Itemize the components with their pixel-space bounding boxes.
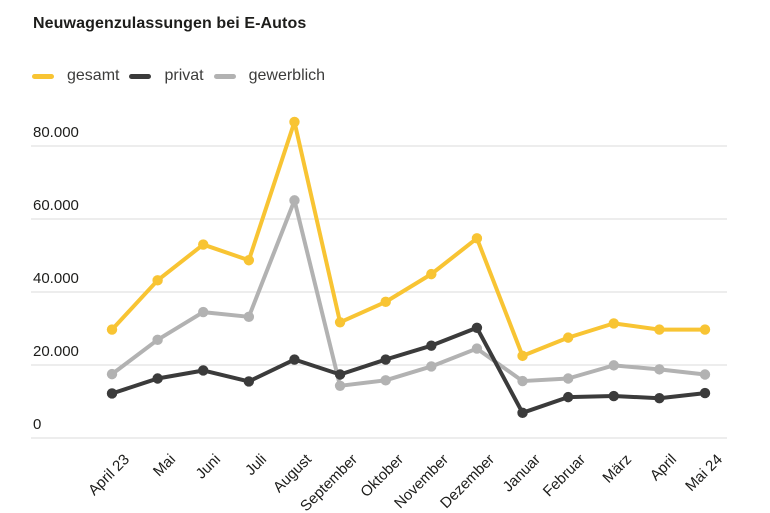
legend-label-privat: privat xyxy=(164,67,204,84)
legend-item-gesamt: gesamt xyxy=(32,67,119,85)
data-point-gesamt xyxy=(198,239,209,250)
data-point-gesamt xyxy=(289,116,300,128)
y-axis-label: 20.000 xyxy=(33,343,79,360)
y-axis-label: 80.000 xyxy=(33,124,79,141)
data-point-privat xyxy=(289,354,300,365)
legend: gesamt privat gewerblich xyxy=(32,67,325,85)
data-point-gewerblich xyxy=(426,361,437,372)
data-point-privat xyxy=(562,391,574,403)
y-axis-label: 0 xyxy=(33,416,42,433)
data-point-gesamt xyxy=(699,324,711,335)
data-point-gewerblich xyxy=(152,334,163,346)
data-point-gewerblich xyxy=(106,368,118,380)
data-point-privat xyxy=(106,388,118,399)
legend-item-gewerblich: gewerblich xyxy=(213,67,326,85)
legend-swatch-gewerblich-icon xyxy=(213,73,236,79)
data-point-gesamt xyxy=(334,317,346,328)
data-point-gesamt xyxy=(654,324,665,335)
data-point-gesamt xyxy=(243,255,255,266)
data-point-privat xyxy=(334,369,346,380)
data-point-privat xyxy=(380,354,391,365)
series-line-privat xyxy=(110,325,707,415)
data-point-privat xyxy=(471,322,483,333)
data-point-gewerblich xyxy=(517,375,528,387)
data-point-gewerblich xyxy=(471,343,483,354)
chart-title: Neuwagenzulassungen bei E-Autos xyxy=(33,15,307,32)
data-point-gesamt xyxy=(608,318,619,329)
data-point-gesamt xyxy=(562,332,574,343)
y-axis-label: 40.000 xyxy=(33,270,79,287)
data-point-privat xyxy=(198,365,209,376)
data-point-privat xyxy=(426,340,437,351)
legend-swatch-gesamt-icon xyxy=(32,73,54,79)
y-axis-label: 60.000 xyxy=(33,197,79,214)
data-point-gewerblich xyxy=(334,380,346,392)
data-point-privat xyxy=(608,390,619,402)
legend-label-gewerblich: gewerblich xyxy=(248,67,326,84)
data-point-gesamt xyxy=(517,350,528,362)
legend-label-gesamt: gesamt xyxy=(67,67,120,84)
data-point-gesamt xyxy=(106,324,118,335)
data-point-gesamt xyxy=(426,268,437,280)
data-point-gesamt xyxy=(380,296,391,308)
data-point-gewerblich xyxy=(562,373,574,384)
data-point-gewerblich xyxy=(654,364,665,375)
data-point-gewerblich xyxy=(243,311,255,323)
legend-swatch-privat-icon xyxy=(129,73,152,79)
data-point-gewerblich xyxy=(380,375,391,386)
data-point-gewerblich xyxy=(289,195,300,206)
series-line-gesamt xyxy=(110,119,707,358)
data-point-gewerblich xyxy=(608,360,619,371)
data-point-gewerblich xyxy=(198,306,209,318)
data-point-privat xyxy=(517,407,528,419)
data-point-privat xyxy=(699,387,711,399)
data-point-privat xyxy=(152,373,163,384)
data-point-gesamt xyxy=(152,275,163,286)
series-line-gewerblich xyxy=(110,198,707,388)
data-point-gewerblich xyxy=(699,369,711,380)
data-point-privat xyxy=(243,376,255,387)
legend-item-privat: privat xyxy=(129,67,204,85)
data-point-gesamt xyxy=(471,233,483,244)
data-point-privat xyxy=(654,393,665,404)
